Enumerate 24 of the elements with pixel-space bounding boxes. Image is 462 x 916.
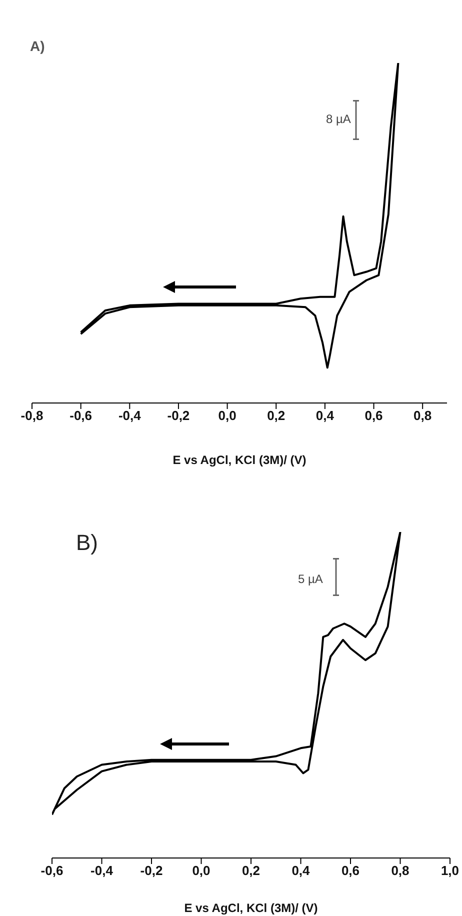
x-tick-label: 0,2 xyxy=(267,408,286,424)
x-tick-label: -0,4 xyxy=(90,863,114,878)
x-tick-label: 0,8 xyxy=(391,863,410,878)
x-axis-title: E vs AgCl, KCl (3M)/ (V) xyxy=(172,453,306,467)
x-tick-label: 1,0 xyxy=(440,863,460,878)
x-tick-label: -0,2 xyxy=(167,408,190,424)
x-axis-title: E vs AgCl, KCl (3M)/ (V) xyxy=(184,901,318,915)
x-tick-label: -0,2 xyxy=(140,863,163,878)
annotation: 8 µA xyxy=(326,112,351,126)
chart-title: B) xyxy=(76,530,98,556)
x-tick-label: 0,2 xyxy=(242,863,260,878)
x-tick-label: 0,6 xyxy=(341,863,360,878)
x-tick-label: 0,8 xyxy=(414,408,432,424)
annotation: 5 µA xyxy=(298,572,323,586)
x-tick-label: 0,4 xyxy=(316,408,335,424)
x-tick-label: 0,0 xyxy=(192,863,210,878)
chart-title: A) xyxy=(30,38,45,54)
x-tick-label: -0,6 xyxy=(70,408,92,424)
x-tick-label: 0,4 xyxy=(292,863,311,878)
x-tick-label: -0,8 xyxy=(20,408,44,424)
x-tick-label: -0,4 xyxy=(118,408,142,424)
x-tick-label: -0,6 xyxy=(40,863,64,878)
x-tick-label: 0,0 xyxy=(218,408,236,424)
x-tick-label: 0,6 xyxy=(364,408,383,424)
